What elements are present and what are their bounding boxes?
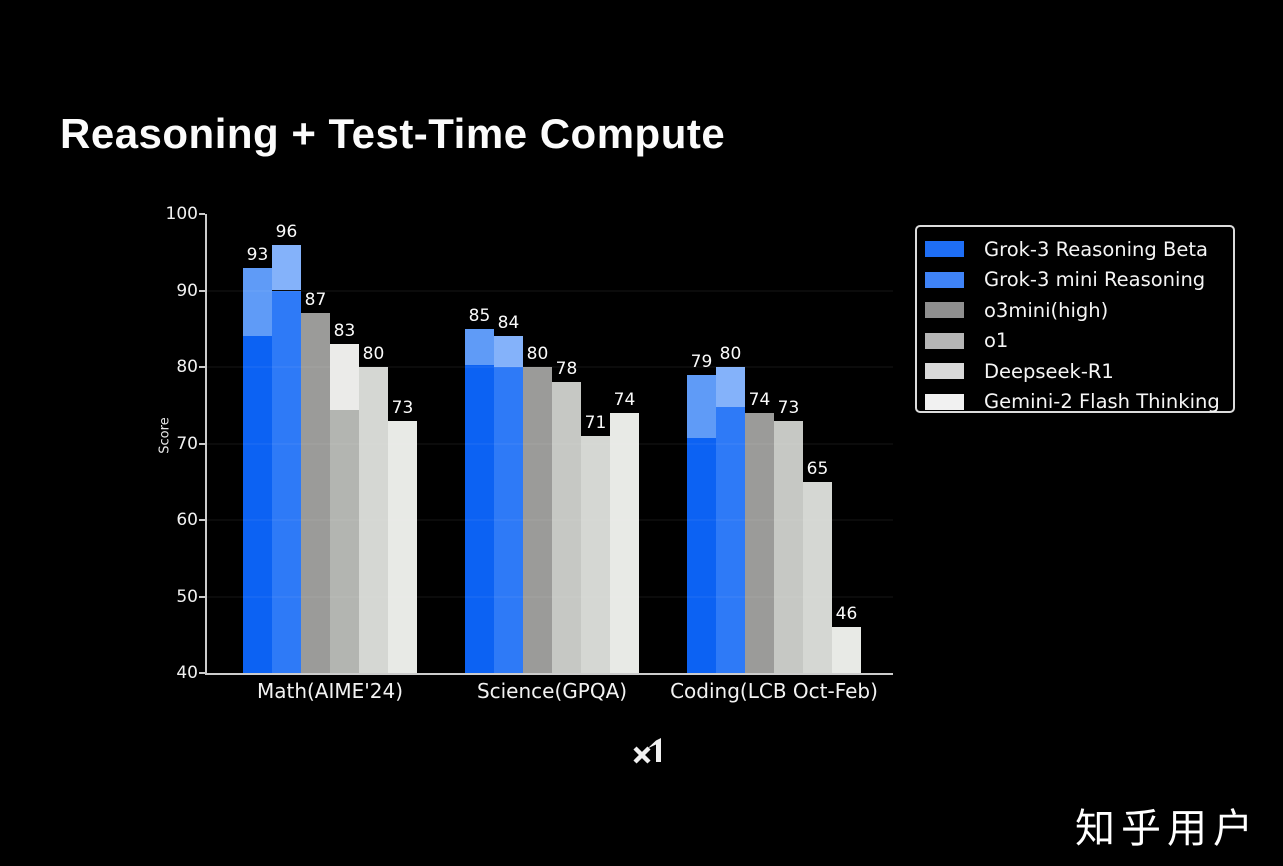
bar-segment-solid [803, 481, 832, 673]
y-tick-label: 100 [165, 204, 198, 224]
bar-value-label: 73 [777, 397, 800, 418]
bar-segment-solid [745, 412, 774, 673]
legend-row: Gemini-2 Flash Thinking [925, 387, 1233, 418]
legend-row: o1 [925, 326, 1233, 357]
legend-row: Grok-3 mini Reasoning [925, 265, 1233, 296]
xai-logo-icon [633, 738, 661, 764]
bar-value-label: 83 [333, 321, 356, 342]
gridline [207, 595, 893, 598]
bar-segment-light [716, 367, 745, 407]
legend-label: Gemini-2 Flash Thinking [984, 390, 1220, 414]
bar-segment-solid [774, 420, 803, 673]
bar-value-label: 73 [391, 397, 414, 418]
x-category-label: Coding(LCB Oct-Feb) [670, 679, 878, 703]
bar-value-label: 85 [468, 305, 491, 326]
bar-value-label: 93 [246, 244, 269, 265]
y-tick-label: 50 [176, 586, 198, 607]
bar-segment-solid [465, 365, 494, 673]
plot-area: 93 85 79 96 84 80 87 80 74 83 78 73 80 71 65 73 74 46 [207, 214, 893, 673]
bar-value-label: 74 [613, 389, 636, 410]
watermark-text: 知乎用户 [1075, 806, 1259, 852]
bar-segment-solid [581, 435, 610, 673]
legend-swatch [925, 393, 964, 410]
y-tick-label: 40 [176, 663, 198, 683]
x-axis-line [205, 673, 893, 675]
y-tick-label: 90 [176, 280, 198, 301]
legend-label: o3mini(high) [984, 298, 1109, 322]
bar-segment-light [272, 244, 301, 291]
legend: Grok-3 Reasoning Beta Grok-3 mini Reasoni… [915, 225, 1235, 413]
bar-value-label: 79 [690, 351, 713, 372]
bar-value-label: 80 [526, 344, 549, 364]
bar-value-label: 84 [497, 313, 520, 334]
bar-value-label: 96 [275, 221, 298, 242]
y-tick-mark [199, 672, 205, 674]
legend-label: Grok-3 Reasoning Beta [984, 237, 1208, 261]
y-tick-mark [199, 366, 205, 368]
bar-segment-solid [552, 382, 581, 673]
legend-swatch [925, 271, 964, 288]
y-tick-mark [199, 213, 205, 215]
y-tick-mark [199, 289, 205, 292]
bar-segment-solid [687, 438, 716, 673]
y-tick-mark [199, 519, 205, 521]
bar-segment-light [494, 336, 523, 367]
legend-row: Grok-3 Reasoning Beta [925, 234, 1233, 265]
bar-value-label: 80 [719, 344, 742, 364]
legend-label: o1 [984, 329, 1009, 353]
gridline [207, 442, 893, 445]
bar-value-label: 71 [584, 412, 607, 433]
legend-label: Deepseek-R1 [984, 359, 1114, 383]
y-tick-label: 60 [176, 510, 198, 530]
y-axis-line [205, 214, 207, 675]
y-tick-label: 80 [176, 357, 198, 377]
gridline [207, 366, 893, 368]
bar-segment-solid [272, 290, 301, 673]
legend-row: o3mini(high) [925, 295, 1233, 326]
legend-swatch [925, 363, 964, 380]
bar-segment-solid [301, 313, 330, 673]
bar-segment-solid [330, 409, 359, 673]
bar-segment-solid [243, 336, 272, 673]
gridline [207, 519, 893, 521]
bar-segment-light [465, 328, 494, 366]
bar-segment-solid [523, 367, 552, 673]
bar-segment-solid [832, 627, 861, 673]
bar-value-label: 74 [748, 389, 771, 410]
page-title: Reasoning + Test-Time Compute [60, 110, 726, 157]
bar-segment-solid [388, 420, 417, 673]
legend-label: Grok-3 mini Reasoning [984, 268, 1206, 292]
legend-swatch [925, 302, 964, 319]
bar-value-label: 78 [555, 359, 578, 380]
legend-swatch [925, 332, 964, 349]
x-category-label: Math(AIME'24) [256, 679, 404, 703]
bar-value-label: 80 [362, 344, 385, 364]
bar-segment-light [687, 374, 716, 439]
bar-segment-solid [494, 367, 523, 673]
bar-segment-solid [716, 406, 745, 673]
legend-swatch [925, 241, 964, 258]
y-tick-label: 70 [176, 433, 198, 454]
bar-value-label: 46 [835, 604, 858, 625]
bar-segment-solid [359, 367, 388, 673]
bar-segment-solid [610, 412, 639, 673]
x-category-label: Science(GPQA) [476, 679, 628, 703]
bar-value-label: 65 [806, 458, 829, 479]
gridline [207, 289, 893, 292]
bar-segment-light [243, 267, 272, 337]
y-tick-mark [199, 442, 205, 445]
bar-segment-light [330, 344, 359, 410]
y-tick-mark [199, 595, 205, 598]
legend-row: Deepseek-R1 [925, 356, 1233, 387]
bar-value-label: 87 [304, 290, 327, 311]
